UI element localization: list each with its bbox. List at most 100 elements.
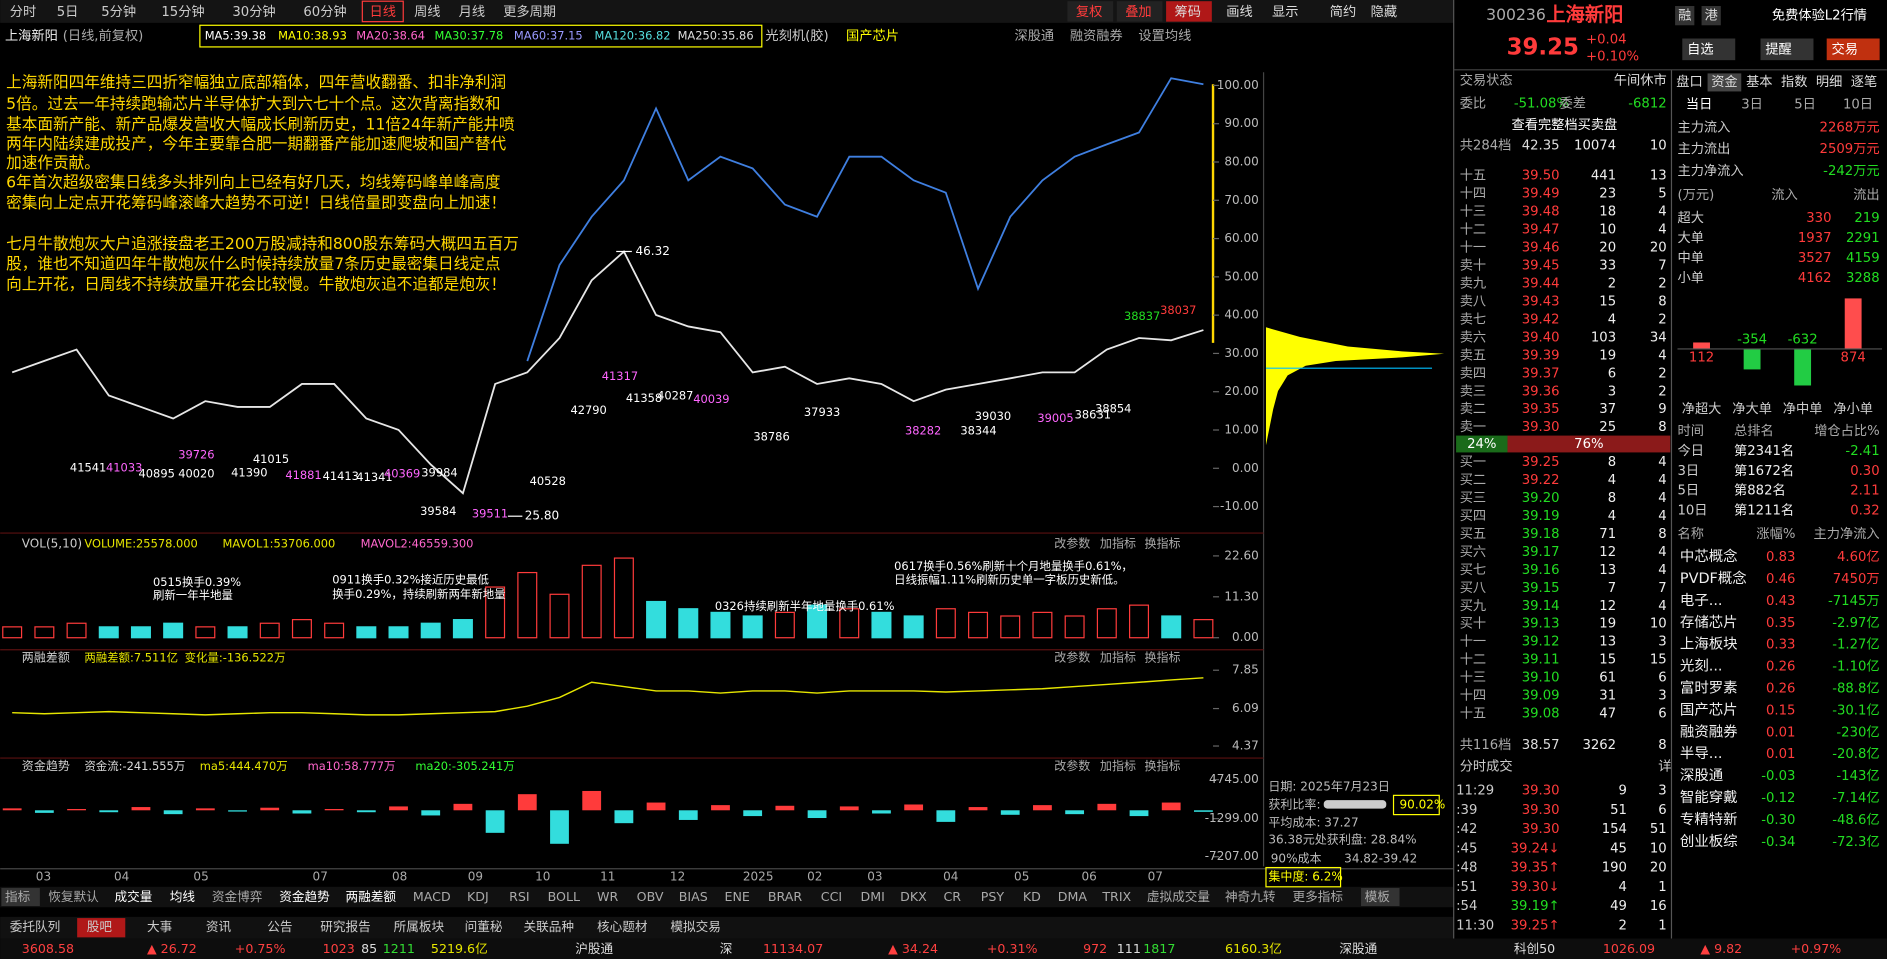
period-tab[interactable]: 30分钟 bbox=[232, 3, 275, 20]
indicator-tab[interactable]: KDJ bbox=[467, 889, 489, 904]
period-tab[interactable]: 5日 bbox=[57, 5, 79, 20]
row-label: 共284档 bbox=[1460, 138, 1512, 154]
fund-tab[interactable]: 明细 bbox=[1816, 74, 1842, 90]
row-count: 6 bbox=[1658, 671, 1666, 686]
row-label: 买五 bbox=[1460, 526, 1486, 542]
label: 0.26 bbox=[1766, 682, 1795, 697]
row-volume: 8 bbox=[1608, 455, 1616, 470]
button[interactable]: 交易 bbox=[1832, 40, 1858, 57]
panel-button[interactable]: 换指标 bbox=[1144, 650, 1180, 665]
indicator-tab[interactable]: 恢复默认 bbox=[48, 889, 99, 904]
row-count: 20 bbox=[1650, 241, 1667, 256]
panel-legend: VOLUME:25578.000 bbox=[84, 536, 197, 550]
indicator-tab[interactable]: 均线 bbox=[170, 889, 196, 904]
indicator-tab[interactable]: DMA bbox=[1058, 889, 1088, 904]
indicator-tab[interactable]: MACD bbox=[413, 889, 451, 904]
volume-bar bbox=[968, 611, 989, 639]
indicator-tab[interactable]: 资金博弈 bbox=[212, 889, 263, 904]
tool-button[interactable]: 复权 bbox=[1076, 3, 1102, 20]
indicator-tab[interactable]: BOLL bbox=[548, 889, 580, 904]
row-volume: 103 bbox=[1591, 330, 1616, 345]
indicator-tab[interactable]: CR bbox=[944, 889, 962, 904]
fund-tab[interactable]: 基本 bbox=[1746, 74, 1772, 90]
indicator-tab[interactable]: TRIX bbox=[1101, 889, 1131, 904]
indicator-tab[interactable]: DMI bbox=[860, 889, 884, 904]
period-tab[interactable]: 60分钟 bbox=[303, 3, 346, 20]
high-label: 46.32 bbox=[635, 244, 669, 258]
indicator-tab[interactable]: 神奇九转 bbox=[1225, 889, 1276, 904]
fund-bar bbox=[775, 805, 795, 811]
panel-button[interactable]: 换指标 bbox=[1144, 535, 1180, 550]
tool-button[interactable]: 隐藏 bbox=[1371, 4, 1397, 20]
indicator-tab[interactable]: 更多指标 bbox=[1292, 889, 1343, 904]
bottom-tab[interactable]: 关联品种 bbox=[524, 919, 575, 934]
indicator-tab[interactable]: RSI bbox=[509, 889, 530, 904]
bottom-tab[interactable]: 核心题材 bbox=[597, 919, 648, 934]
panel-button[interactable]: 加指标 bbox=[1100, 758, 1136, 773]
panel-button[interactable]: 加指标 bbox=[1100, 650, 1136, 665]
indicator-tab[interactable]: 成交量 bbox=[114, 889, 152, 904]
period-tab[interactable]: 更多周期 bbox=[503, 3, 556, 20]
price-annotation: 38786 bbox=[753, 429, 789, 443]
button[interactable]: 提醒 bbox=[1765, 41, 1791, 57]
indicator-tab[interactable]: OBV bbox=[637, 889, 664, 904]
panel-button[interactable]: 换指标 bbox=[1144, 758, 1180, 773]
indicator-tab[interactable]: 两融差额 bbox=[345, 889, 396, 904]
panel-button[interactable]: 改参数 bbox=[1054, 535, 1090, 550]
trade-price: 39.24↓ bbox=[1511, 841, 1560, 856]
tool-button[interactable]: 简约 bbox=[1330, 3, 1356, 20]
panel-button[interactable]: 加指标 bbox=[1100, 535, 1136, 550]
tool-button[interactable]: 画线 bbox=[1226, 4, 1252, 20]
indicator-tab[interactable]: CCI bbox=[821, 889, 842, 904]
bottom-tab[interactable]: 问董秘 bbox=[465, 919, 503, 934]
volume-bar bbox=[259, 622, 280, 639]
indicator-tab[interactable]: WR bbox=[597, 889, 618, 904]
row-label: 买十 bbox=[1460, 616, 1486, 632]
bottom-tab[interactable]: 委托队列 bbox=[10, 919, 61, 934]
fund-bar bbox=[99, 810, 119, 813]
row-price: 39.43 bbox=[1522, 294, 1560, 309]
tool-button[interactable]: 筹码 bbox=[1175, 3, 1201, 20]
indicator-tab[interactable]: BRAR bbox=[768, 889, 803, 904]
indicator-tab[interactable]: 资金趋势 bbox=[279, 889, 330, 904]
price-annotation: 41390 bbox=[231, 465, 267, 479]
fund-tab[interactable]: 盘口 bbox=[1676, 73, 1702, 90]
trade-volume: 190 bbox=[1602, 861, 1627, 876]
panel-button[interactable]: 改参数 bbox=[1054, 650, 1090, 665]
indicator-tab[interactable]: PSY bbox=[981, 889, 1005, 904]
period-tab[interactable]: 周线 bbox=[414, 4, 440, 20]
period-tab[interactable]: 15分钟 bbox=[161, 3, 204, 20]
fund-tab[interactable]: 逐笔 bbox=[1851, 74, 1877, 90]
label: 第2341名 bbox=[1734, 442, 1794, 459]
bottom-tab[interactable]: 大事 bbox=[147, 919, 173, 934]
name: 上海新阳 bbox=[1546, 3, 1623, 26]
tool-button[interactable]: 叠加 bbox=[1125, 4, 1151, 20]
fund-tab[interactable]: 指数 bbox=[1781, 74, 1807, 90]
indicator-tab[interactable]: ENE bbox=[725, 889, 750, 904]
label: -143亿 bbox=[1836, 768, 1879, 784]
bottom-tab[interactable]: 模拟交易 bbox=[670, 919, 721, 934]
fund-tab[interactable]: 资金 bbox=[1711, 74, 1737, 90]
bottom-tab[interactable]: 所属板块 bbox=[394, 919, 445, 934]
period-tab[interactable]: 5分钟 bbox=[101, 3, 136, 20]
indicator-tab[interactable]: BIAS bbox=[679, 889, 708, 904]
panel-button[interactable]: 改参数 bbox=[1054, 758, 1090, 773]
period-tab[interactable]: 日线 bbox=[370, 4, 396, 20]
fund-bar bbox=[34, 810, 54, 813]
bottom-tab[interactable]: 研究报告 bbox=[320, 919, 371, 934]
bottom-tab[interactable]: 股吧 bbox=[87, 919, 113, 934]
period-tab[interactable]: 分时 bbox=[10, 4, 36, 20]
bottom-tab[interactable]: 公告 bbox=[267, 919, 292, 934]
indicator-tab[interactable]: DKX bbox=[900, 889, 927, 904]
period-tab[interactable]: 月线 bbox=[459, 4, 485, 20]
button[interactable]: 自选 bbox=[1687, 41, 1713, 57]
indicator-tab[interactable]: 指标 bbox=[5, 889, 31, 904]
bottom-tab[interactable]: 资讯 bbox=[206, 919, 232, 934]
link[interactable]: 查看完整档买卖盘 bbox=[1512, 116, 1618, 133]
indicator-tab[interactable]: 虚拟成交量 bbox=[1147, 889, 1210, 904]
indicator-tab[interactable]: KD bbox=[1023, 889, 1041, 904]
indicator-tab[interactable]: 模板 bbox=[1365, 889, 1391, 904]
tool-button[interactable]: 显示 bbox=[1272, 5, 1298, 20]
net-bar bbox=[1844, 298, 1862, 349]
label: 委差 bbox=[1560, 95, 1586, 111]
